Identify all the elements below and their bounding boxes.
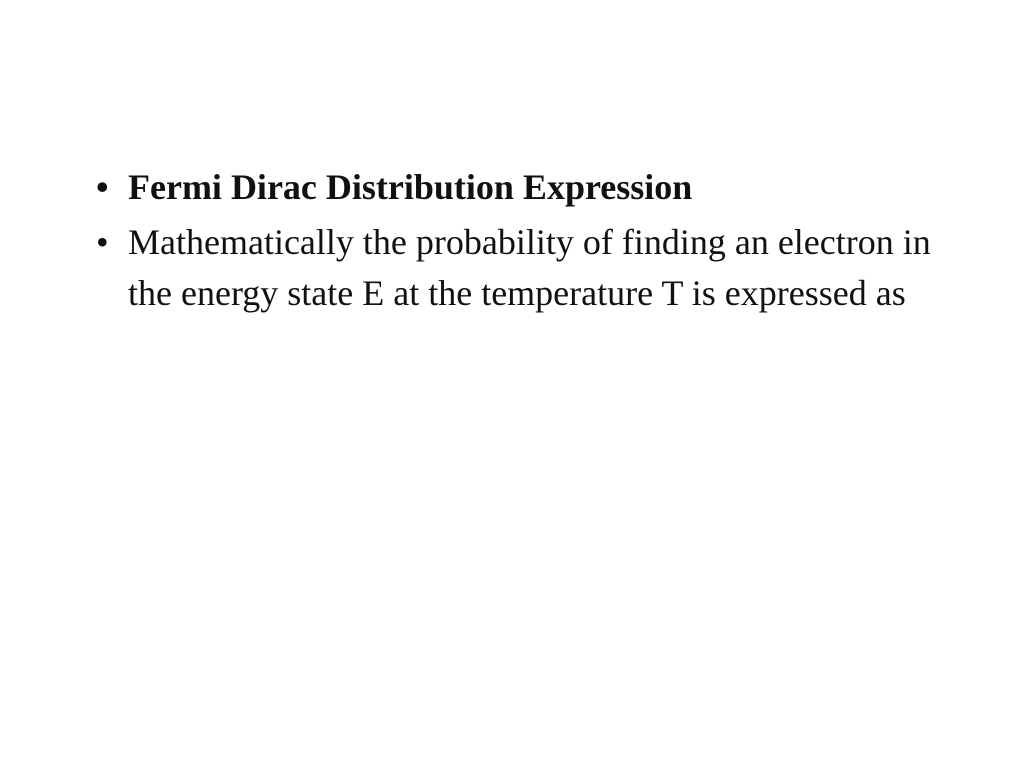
bullet-list: Fermi Dirac Distribution Expression Math… <box>90 162 934 319</box>
bullet-body-text: Mathematically the probability of findin… <box>128 222 931 313</box>
bullet-title-text: Fermi Dirac Distribution Expression <box>128 167 692 207</box>
slide-content: Fermi Dirac Distribution Expression Math… <box>0 0 1024 319</box>
bullet-body: Mathematically the probability of findin… <box>90 217 934 319</box>
bullet-title: Fermi Dirac Distribution Expression <box>90 162 934 213</box>
